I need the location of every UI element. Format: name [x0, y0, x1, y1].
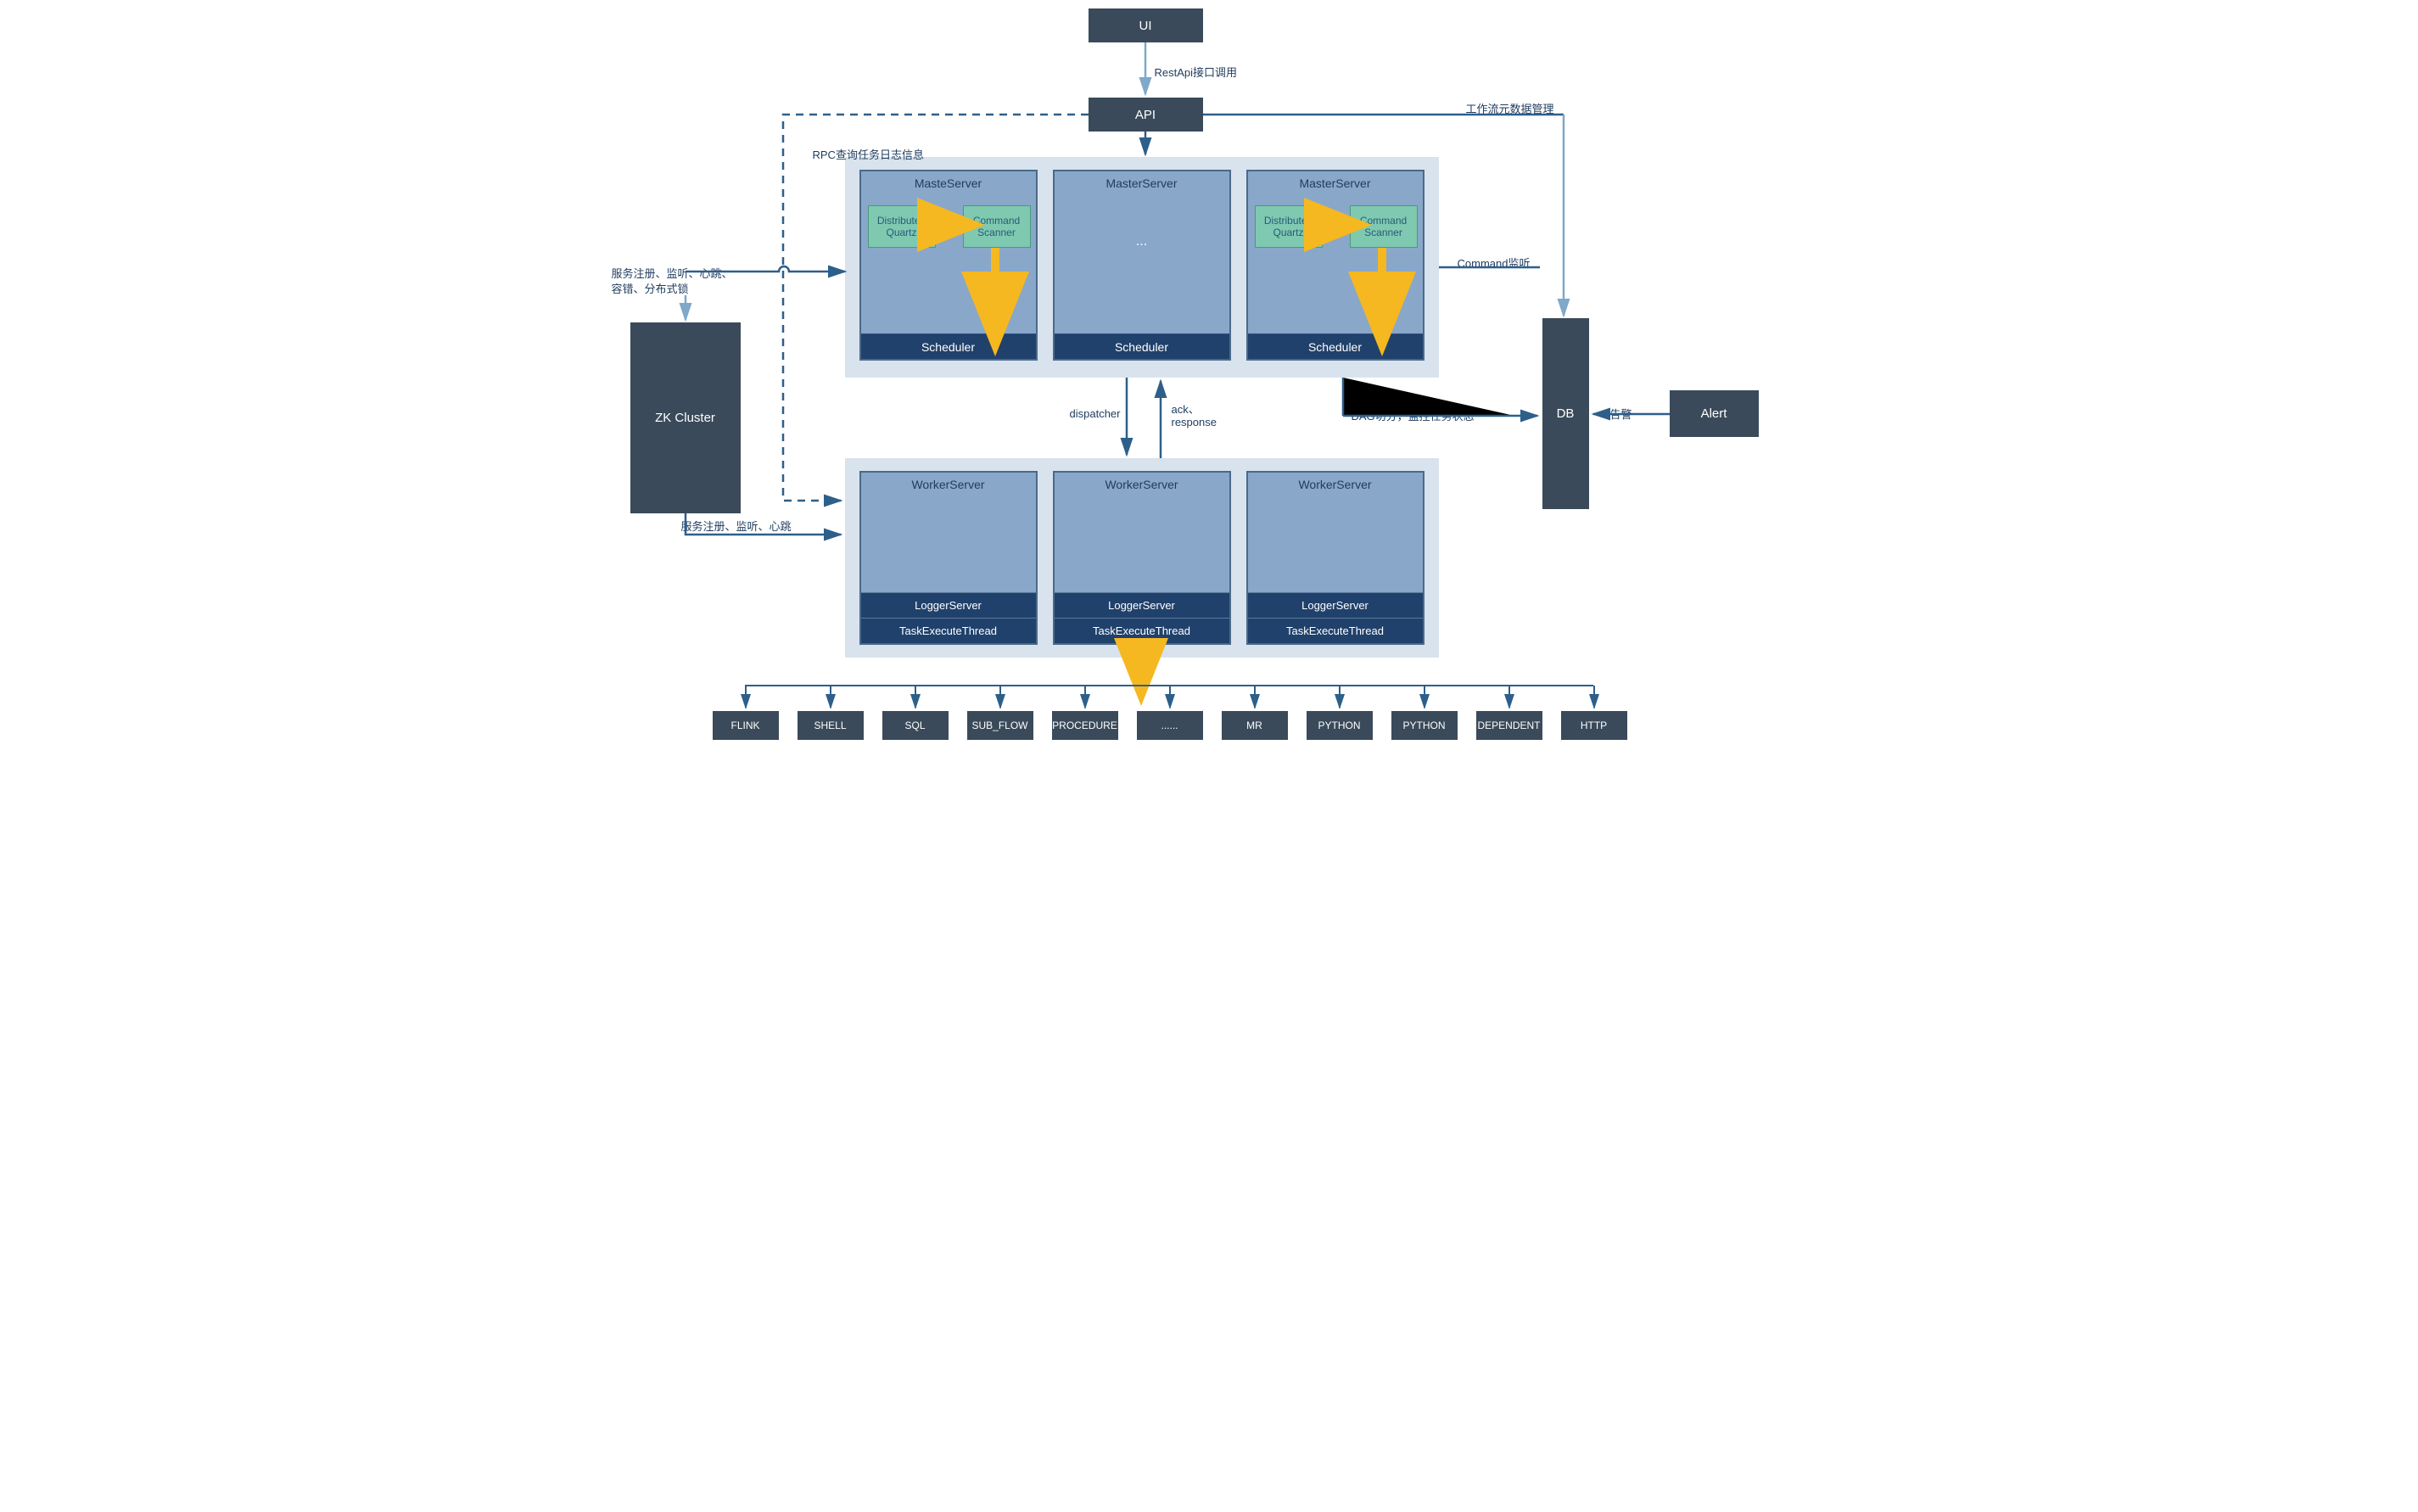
master3-header: MasterServer: [1248, 171, 1423, 192]
master-server-2: MasterServer ... Scheduler: [1053, 170, 1231, 361]
task-type-python: PYTHON: [1307, 711, 1373, 740]
master1-scanner: Command Scanner: [963, 205, 1031, 248]
task-type-mr: MR: [1222, 711, 1288, 740]
zk-node: ZK Cluster: [630, 322, 741, 513]
master-server-1: MasteServer Distributed Quartz Command S…: [859, 170, 1038, 361]
master3-quartz: Distributed Quartz: [1255, 205, 1323, 248]
master1-scheduler: Scheduler: [861, 333, 1036, 359]
label-dag: DAG切分，监控任务状态: [1352, 407, 1475, 423]
zk-label: ZK Cluster: [655, 411, 715, 425]
label-command: Command监听: [1458, 255, 1531, 271]
label-zk-reg1: 服务注册、监听、心跳、: [612, 265, 733, 281]
label-response: response: [1172, 416, 1217, 428]
worker1-task: TaskExecuteThread: [861, 618, 1036, 643]
worker3-header: WorkerServer: [1248, 473, 1423, 493]
master-server-3: MasterServer Distributed Quartz Command …: [1246, 170, 1424, 361]
worker2-header: WorkerServer: [1055, 473, 1229, 493]
label-rpc: RPC查询任务日志信息: [813, 146, 924, 162]
master3-scanner: Command Scanner: [1350, 205, 1418, 248]
label-alert: 告警: [1610, 406, 1632, 422]
task-type-procedure: PROCEDURE: [1052, 711, 1118, 740]
label-ack: ack、: [1172, 400, 1200, 417]
master1-quartz: Distributed Quartz: [868, 205, 936, 248]
db-node: DB: [1542, 318, 1589, 509]
worker-server-2: WorkerServer LoggerServer TaskExecuteThr…: [1053, 471, 1231, 645]
label-workflow: 工作流元数据管理: [1466, 100, 1554, 116]
label-zk-reg1b: 容错、分布式锁: [612, 280, 689, 296]
api-label: API: [1135, 108, 1156, 122]
task-type-sub_flow: SUB_FLOW: [967, 711, 1033, 740]
worker1-logger: LoggerServer: [861, 592, 1036, 618]
architecture-diagram: UI API ZK Cluster DB Alert MasteServer D…: [605, 0, 1814, 756]
db-label: DB: [1557, 406, 1575, 421]
master3-scheduler: Scheduler: [1248, 333, 1423, 359]
master1-header: MasteServer: [861, 171, 1036, 192]
label-dispatcher: dispatcher: [1070, 407, 1121, 420]
master2-mid: ...: [1055, 234, 1229, 249]
ui-node: UI: [1089, 8, 1203, 42]
task-type-flink: FLINK: [713, 711, 779, 740]
label-restapi: RestApi接口调用: [1155, 64, 1238, 80]
worker-server-1: WorkerServer LoggerServer TaskExecuteThr…: [859, 471, 1038, 645]
worker1-header: WorkerServer: [861, 473, 1036, 493]
api-node: API: [1089, 98, 1203, 132]
label-zk-reg2: 服务注册、监听、心跳: [681, 518, 792, 534]
task-type-sql: SQL: [882, 711, 949, 740]
alert-label: Alert: [1701, 406, 1727, 421]
task-type-http: HTTP: [1561, 711, 1627, 740]
worker3-logger: LoggerServer: [1248, 592, 1423, 618]
task-type-python: PYTHON: [1391, 711, 1458, 740]
master2-scheduler: Scheduler: [1055, 333, 1229, 359]
task-type-......: ......: [1137, 711, 1203, 740]
task-type-shell: SHELL: [798, 711, 864, 740]
master2-header: MasterServer: [1055, 171, 1229, 192]
worker3-task: TaskExecuteThread: [1248, 618, 1423, 643]
worker-server-3: WorkerServer LoggerServer TaskExecuteThr…: [1246, 471, 1424, 645]
task-type-dependent: DEPENDENT: [1476, 711, 1542, 740]
ui-label: UI: [1139, 19, 1152, 33]
worker2-task: TaskExecuteThread: [1055, 618, 1229, 643]
worker2-logger: LoggerServer: [1055, 592, 1229, 618]
alert-node: Alert: [1670, 390, 1759, 437]
